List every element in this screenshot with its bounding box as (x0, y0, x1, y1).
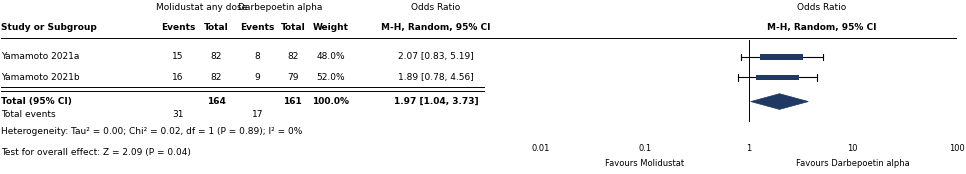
Text: 52.0%: 52.0% (317, 73, 345, 82)
Text: Darbepoetin alpha: Darbepoetin alpha (238, 3, 322, 12)
Text: 31: 31 (172, 110, 184, 119)
Text: 10: 10 (847, 144, 858, 153)
Text: 8: 8 (255, 52, 260, 61)
Text: 164: 164 (207, 97, 226, 106)
Text: 16: 16 (172, 73, 184, 82)
Text: 82: 82 (211, 52, 222, 61)
Text: 100: 100 (949, 144, 965, 153)
Text: Total events: Total events (1, 110, 56, 119)
Text: Study or Subgroup: Study or Subgroup (1, 23, 98, 32)
Text: 1: 1 (747, 144, 752, 153)
Text: 161: 161 (283, 97, 302, 106)
FancyBboxPatch shape (760, 54, 804, 60)
Text: 15: 15 (172, 52, 184, 61)
Text: Favours Molidustat: Favours Molidustat (606, 160, 685, 168)
Text: Test for overall effect: Z = 2.09 (P = 0.04): Test for overall effect: Z = 2.09 (P = 0… (1, 148, 191, 157)
Text: 79: 79 (287, 73, 298, 82)
Text: Odds Ratio: Odds Ratio (412, 3, 461, 12)
Text: 82: 82 (287, 52, 298, 61)
Text: Heterogeneity: Tau² = 0.00; Chi² = 0.02, df = 1 (P = 0.89); I² = 0%: Heterogeneity: Tau² = 0.00; Chi² = 0.02,… (1, 127, 302, 136)
Text: Events: Events (241, 23, 274, 32)
Text: Favours Darbepoetin alpha: Favours Darbepoetin alpha (796, 160, 910, 168)
FancyBboxPatch shape (756, 75, 799, 80)
Text: 1.89 [0.78, 4.56]: 1.89 [0.78, 4.56] (398, 73, 474, 82)
Text: 9: 9 (255, 73, 260, 82)
Text: 1.97 [1.04, 3.73]: 1.97 [1.04, 3.73] (394, 97, 478, 106)
Text: Total (95% CI): Total (95% CI) (1, 97, 72, 106)
Text: Events: Events (161, 23, 195, 32)
Text: 2.07 [0.83, 5.19]: 2.07 [0.83, 5.19] (398, 52, 474, 61)
Text: 0.1: 0.1 (639, 144, 652, 153)
Text: 48.0%: 48.0% (317, 52, 345, 61)
Text: 17: 17 (252, 110, 263, 119)
Text: Total: Total (280, 23, 305, 32)
Polygon shape (751, 94, 809, 109)
Text: 0.01: 0.01 (532, 144, 551, 153)
Text: Total: Total (204, 23, 229, 32)
Text: Yamamoto 2021b: Yamamoto 2021b (1, 73, 80, 82)
Text: Weight: Weight (313, 23, 349, 32)
Text: Yamamoto 2021a: Yamamoto 2021a (1, 52, 80, 61)
Text: M-H, Random, 95% CI: M-H, Random, 95% CI (382, 23, 491, 32)
Text: 82: 82 (211, 73, 222, 82)
Text: M-H, Random, 95% CI: M-H, Random, 95% CI (767, 23, 876, 32)
Text: Molidustat any dose: Molidustat any dose (156, 3, 247, 12)
Text: 100.0%: 100.0% (312, 97, 350, 106)
Text: Odds Ratio: Odds Ratio (797, 3, 846, 12)
